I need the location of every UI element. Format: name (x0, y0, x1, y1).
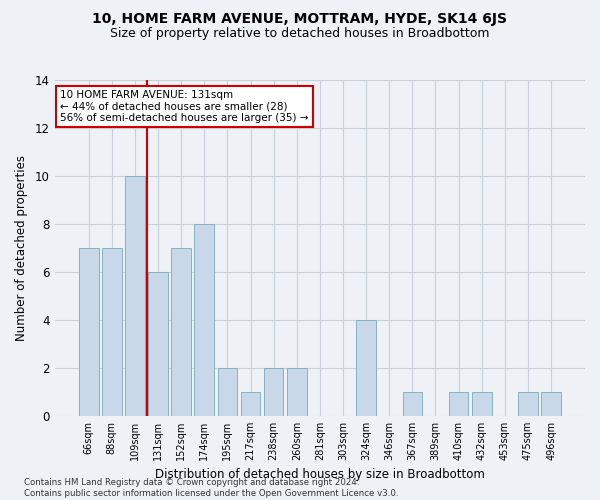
Bar (218, 368, 237, 416)
Y-axis label: Number of detached properties: Number of detached properties (15, 155, 28, 341)
Bar (449, 392, 469, 416)
Text: 10, HOME FARM AVENUE, MOTTRAM, HYDE, SK14 6JS: 10, HOME FARM AVENUE, MOTTRAM, HYDE, SK1… (92, 12, 508, 26)
Bar (403, 392, 422, 416)
Bar (264, 368, 283, 416)
Bar (102, 248, 122, 416)
Bar (148, 272, 168, 416)
Bar (79, 248, 98, 416)
Bar (356, 320, 376, 416)
Text: Size of property relative to detached houses in Broadbottom: Size of property relative to detached ho… (110, 28, 490, 40)
Bar (241, 392, 260, 416)
Bar (194, 224, 214, 416)
Bar (472, 392, 491, 416)
Text: Contains HM Land Registry data © Crown copyright and database right 2024.
Contai: Contains HM Land Registry data © Crown c… (24, 478, 398, 498)
X-axis label: Distribution of detached houses by size in Broadbottom: Distribution of detached houses by size … (155, 468, 485, 481)
Bar (125, 176, 145, 416)
Bar (287, 368, 307, 416)
Text: 10 HOME FARM AVENUE: 131sqm
← 44% of detached houses are smaller (28)
56% of sem: 10 HOME FARM AVENUE: 131sqm ← 44% of det… (60, 90, 308, 124)
Bar (518, 392, 538, 416)
Bar (541, 392, 561, 416)
Bar (172, 248, 191, 416)
